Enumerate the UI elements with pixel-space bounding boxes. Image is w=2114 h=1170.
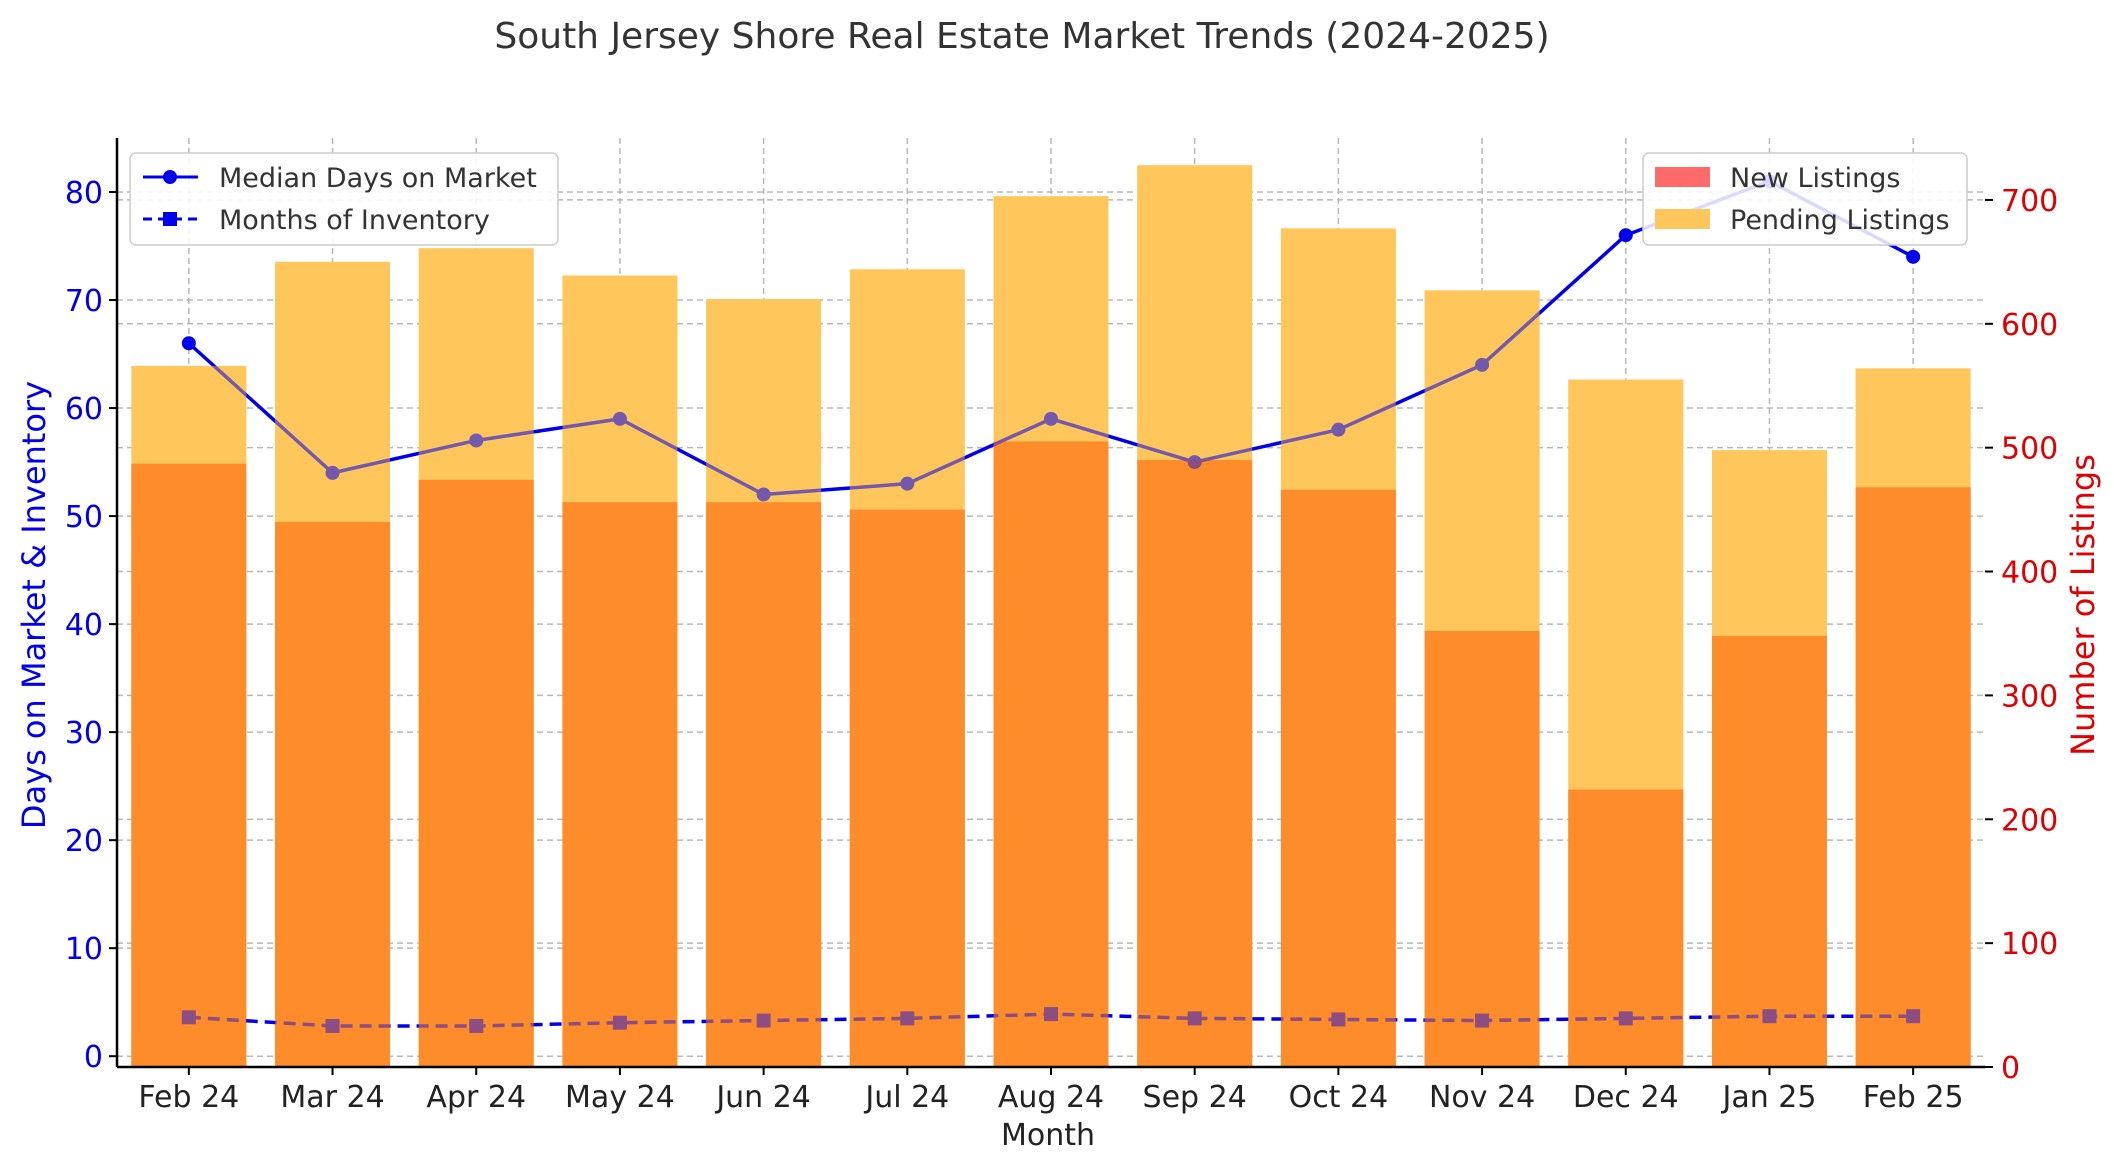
- bar-pending-overlay: [1855, 368, 1971, 488]
- bar-pending-overlay: [1424, 290, 1540, 631]
- bar-pending-overlay: [275, 261, 391, 522]
- legend-pending-label: Pending Listings: [1730, 205, 1950, 236]
- point-median-days: [1906, 249, 1921, 264]
- x-tick-label: May 24: [565, 1080, 675, 1115]
- x-tick-label: Nov 24: [1429, 1080, 1535, 1115]
- point-median-days: [469, 433, 484, 448]
- x-tick-label: Apr 24: [426, 1080, 526, 1115]
- legend-median-label: Median Days on Market: [219, 163, 537, 194]
- x-tick-label: Jul 24: [863, 1080, 949, 1115]
- bar-new-overlay: [418, 479, 534, 1067]
- x-tick-label: Dec 24: [1573, 1080, 1679, 1115]
- x-tick-label: Feb 24: [138, 1080, 239, 1115]
- bar-pending-overlay: [849, 269, 965, 510]
- x-tick-label: Aug 24: [998, 1080, 1104, 1115]
- y-left-tick-label: 70: [65, 284, 103, 319]
- bar-pending-overlay: [1711, 450, 1827, 636]
- bar-pending-overlay: [993, 196, 1109, 442]
- y-axis-left-label: Days on Market & Inventory: [15, 381, 53, 829]
- legend-inventory-marker: [163, 212, 177, 226]
- y-right-tick-label: 0: [2001, 1051, 2020, 1086]
- bar-pending-overlay: [1137, 165, 1253, 461]
- point-median-days: [1044, 411, 1058, 426]
- y-axis-right-label: Number of Listings: [2064, 454, 2102, 756]
- x-tick-label: Jan 25: [1720, 1080, 1816, 1115]
- y-left-tick-label: 30: [65, 716, 103, 751]
- x-axis-label: Month: [1001, 1118, 1095, 1153]
- bar-new-overlay: [1280, 489, 1396, 1067]
- point-median-days: [756, 487, 771, 502]
- bar-new-overlay: [131, 463, 247, 1067]
- y-left-tick-label: 20: [65, 824, 103, 859]
- y-right-tick-label: 100: [2001, 927, 2058, 962]
- y-right-tick-label: 600: [2001, 308, 2058, 343]
- bar-pending-overlay: [1280, 228, 1396, 490]
- y-left-tick-label: 50: [65, 500, 103, 535]
- point-median-days: [181, 336, 196, 351]
- legend-new-label: New Listings: [1730, 163, 1901, 194]
- axes: 0 10 20 30 40 50 60 70 80 0 100 200 300 400 500 600 700 F…: [65, 138, 2058, 1115]
- y-left-tick-label: 80: [65, 176, 103, 211]
- bar-new-overlay: [1855, 487, 1971, 1068]
- x-tick-label: Oct 24: [1289, 1080, 1389, 1115]
- bar-new-overlay: [849, 509, 965, 1068]
- bar-new-overlay: [706, 502, 822, 1068]
- legend-new-swatch: [1655, 167, 1710, 187]
- point-median-days: [325, 465, 340, 480]
- legend-right-box: [1642, 152, 1968, 246]
- point-median-days: [612, 411, 627, 426]
- point-median-days: [1618, 228, 1633, 243]
- legend-median-marker: [163, 170, 177, 184]
- legend-left: Median Days on Market Months of Inventor…: [129, 152, 559, 246]
- bar-new-overlay: [993, 441, 1109, 1067]
- bar-new-overlay: [275, 521, 391, 1067]
- legend-inventory-label: Months of Inventory: [219, 205, 490, 236]
- y-right-tick-label: 400: [2001, 556, 2058, 591]
- legend-pending-swatch: [1655, 209, 1710, 229]
- bar-pending-overlay: [562, 275, 678, 503]
- point-median-days: [1475, 357, 1490, 372]
- bar-new-overlay: [562, 502, 678, 1068]
- point-median-days: [900, 476, 915, 491]
- y-left-tick-label: 60: [65, 392, 103, 427]
- x-tick-label: Sep 24: [1143, 1080, 1247, 1115]
- bar-overlay: [131, 165, 1971, 1068]
- y-right-tick-label: 700: [2001, 184, 2058, 219]
- lines: [131, 165, 1971, 1068]
- y-right-tick-label: 300: [2001, 679, 2058, 714]
- legend-right: New Listings Pending Listings: [1642, 152, 1968, 246]
- bar-new-overlay: [1568, 789, 1684, 1067]
- y-left-tick-label: 40: [65, 608, 103, 643]
- bar-pending-overlay: [131, 365, 247, 464]
- x-tick-label: Feb 25: [1863, 1080, 1964, 1115]
- bar-new-overlay: [1137, 460, 1253, 1067]
- bar-pending-overlay: [1568, 379, 1684, 790]
- bar-new-overlay: [1711, 635, 1827, 1067]
- y-left-tick-label: 10: [65, 932, 103, 967]
- legend-left-box: [129, 152, 559, 246]
- bar-pending-overlay: [418, 248, 534, 480]
- x-tick-label: Jun 24: [714, 1080, 811, 1115]
- y-right-tick-label: 500: [2001, 432, 2058, 467]
- y-right-tick-label: 200: [2001, 803, 2058, 838]
- bar-new-overlay: [1424, 630, 1540, 1067]
- bar-pending-overlay: [706, 299, 822, 503]
- x-tick-label: Mar 24: [280, 1080, 384, 1115]
- point-median-days: [1331, 422, 1346, 437]
- chart-title: South Jersey Shore Real Estate Market Tr…: [494, 16, 1549, 57]
- y-left-tick-label: 0: [84, 1040, 103, 1075]
